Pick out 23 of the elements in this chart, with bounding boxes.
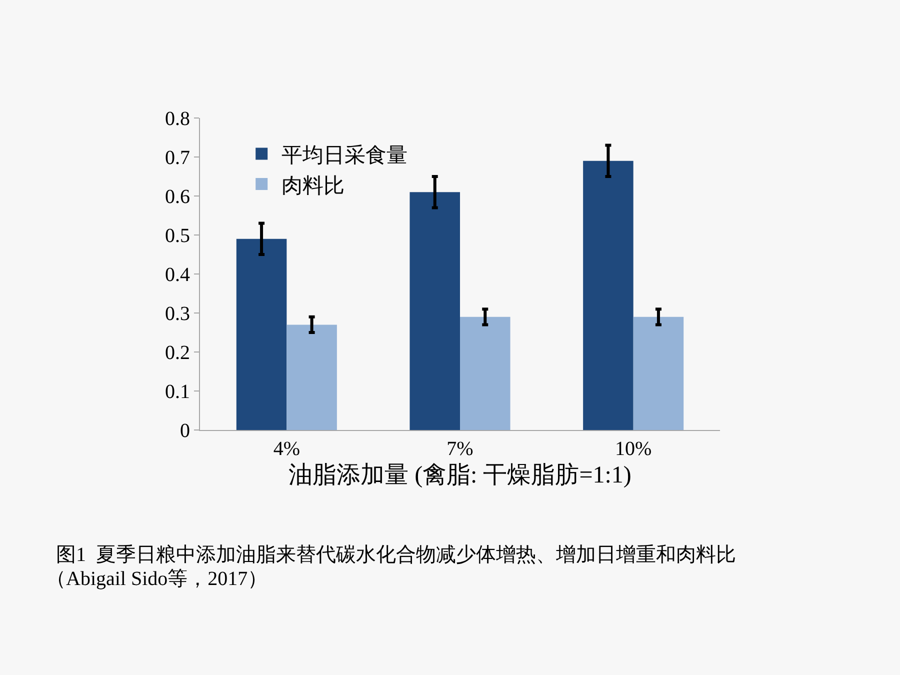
- bar: [410, 192, 460, 430]
- x-tick-label: 10%: [614, 438, 652, 460]
- y-tick-label: 0.8: [165, 108, 190, 130]
- text: （Abigail Sido等，2017）: [46, 568, 268, 590]
- x-axis-title: 油脂添加量 (禽脂: 干燥脂肪=1:1): [288, 462, 632, 488]
- y-tick-label: 0: [180, 420, 190, 442]
- caption: 图1 夏季日粮中添加油脂来替代碳水化合物减少体增热、增加日增重和肉料比: [56, 544, 736, 566]
- legend-label: 肉料比: [282, 173, 345, 198]
- y-tick-label: 0.3: [165, 303, 190, 325]
- y-tick-label: 0.1: [165, 381, 190, 403]
- bar: [286, 324, 337, 430]
- bar: [583, 160, 634, 430]
- y-tick-label: 0.6: [165, 186, 190, 208]
- y-tick-label: 0.7: [165, 147, 190, 169]
- y-tick-label: 0.5: [165, 225, 190, 247]
- bar: [633, 316, 684, 430]
- legend-label: 平均日采食量: [282, 142, 408, 167]
- x-tick-label: 4%: [273, 438, 300, 460]
- bar: [460, 316, 510, 430]
- y-tick-label: 0.2: [165, 342, 190, 364]
- y-tick-label: 0.4: [165, 264, 190, 286]
- x-tick-label: 7%: [446, 438, 474, 460]
- bar: [236, 238, 287, 430]
